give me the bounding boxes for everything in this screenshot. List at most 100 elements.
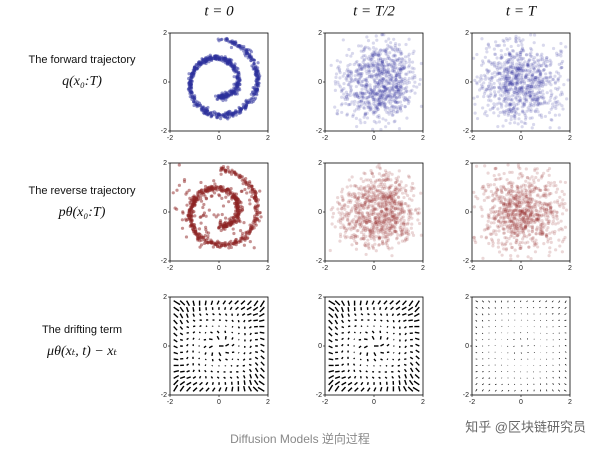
point bbox=[486, 215, 490, 219]
point bbox=[190, 214, 194, 218]
point bbox=[474, 164, 479, 168]
point bbox=[357, 105, 361, 109]
point bbox=[204, 214, 208, 218]
point bbox=[502, 70, 506, 74]
point bbox=[374, 34, 378, 38]
point bbox=[378, 97, 382, 101]
point bbox=[230, 197, 234, 201]
point bbox=[379, 102, 383, 106]
point bbox=[381, 77, 385, 81]
point bbox=[386, 64, 390, 68]
point bbox=[485, 196, 489, 200]
point bbox=[520, 105, 524, 109]
point bbox=[374, 222, 378, 227]
point bbox=[359, 100, 363, 104]
point bbox=[339, 89, 344, 94]
point bbox=[544, 72, 548, 76]
point bbox=[376, 59, 380, 63]
x-tick-label: 2 bbox=[266, 265, 270, 272]
point bbox=[393, 53, 397, 57]
point bbox=[387, 77, 391, 81]
point bbox=[487, 241, 491, 246]
point bbox=[549, 240, 553, 244]
point bbox=[237, 211, 241, 215]
point bbox=[403, 65, 407, 69]
point bbox=[387, 247, 391, 251]
point bbox=[350, 100, 354, 104]
point bbox=[375, 105, 379, 110]
point bbox=[398, 67, 402, 71]
point bbox=[558, 180, 563, 184]
point bbox=[243, 237, 247, 241]
point bbox=[387, 56, 391, 60]
x-tick-label: -2 bbox=[322, 265, 328, 272]
point bbox=[383, 85, 387, 90]
point bbox=[376, 53, 380, 57]
point bbox=[375, 73, 379, 77]
point bbox=[382, 213, 386, 217]
point bbox=[393, 198, 398, 202]
row-label: The drifting term bbox=[42, 324, 122, 336]
point bbox=[400, 103, 404, 108]
point bbox=[403, 76, 407, 80]
point bbox=[338, 239, 342, 243]
point bbox=[510, 170, 514, 174]
point bbox=[374, 47, 378, 51]
point bbox=[530, 224, 535, 228]
y-tick-label: 0 bbox=[318, 79, 322, 86]
point bbox=[371, 91, 375, 96]
point bbox=[403, 105, 407, 109]
point bbox=[379, 75, 383, 79]
point bbox=[371, 74, 375, 78]
point bbox=[367, 95, 371, 99]
point bbox=[549, 191, 553, 196]
point bbox=[373, 80, 377, 84]
point bbox=[366, 95, 371, 99]
point bbox=[351, 206, 355, 210]
point bbox=[366, 228, 370, 232]
point bbox=[389, 92, 393, 96]
point bbox=[377, 120, 381, 124]
point bbox=[403, 78, 407, 83]
point bbox=[357, 93, 361, 98]
point bbox=[555, 217, 559, 221]
point bbox=[489, 93, 493, 98]
point bbox=[547, 254, 551, 258]
arrow bbox=[173, 345, 178, 349]
point bbox=[520, 77, 524, 81]
point bbox=[416, 218, 420, 222]
point bbox=[488, 232, 492, 236]
point bbox=[482, 192, 486, 196]
point bbox=[378, 48, 382, 52]
point bbox=[212, 242, 216, 246]
point bbox=[384, 230, 388, 235]
point bbox=[397, 85, 401, 89]
point bbox=[509, 184, 513, 188]
point bbox=[366, 100, 370, 104]
point bbox=[495, 65, 499, 70]
point bbox=[342, 92, 346, 96]
point bbox=[403, 98, 407, 102]
point bbox=[371, 90, 376, 94]
point bbox=[397, 89, 401, 93]
point bbox=[384, 39, 388, 43]
point bbox=[493, 178, 497, 182]
point bbox=[490, 72, 494, 76]
point bbox=[385, 227, 389, 231]
point bbox=[506, 191, 511, 195]
point bbox=[385, 53, 389, 57]
point bbox=[347, 83, 351, 87]
point bbox=[371, 127, 375, 131]
point bbox=[241, 102, 245, 106]
point bbox=[248, 240, 252, 244]
point bbox=[521, 196, 525, 201]
point bbox=[480, 83, 484, 87]
point bbox=[246, 56, 250, 60]
point bbox=[351, 114, 355, 118]
point bbox=[346, 96, 350, 100]
point bbox=[330, 222, 334, 226]
point bbox=[256, 203, 261, 207]
point bbox=[480, 63, 484, 67]
point bbox=[355, 70, 359, 74]
point bbox=[345, 74, 350, 78]
